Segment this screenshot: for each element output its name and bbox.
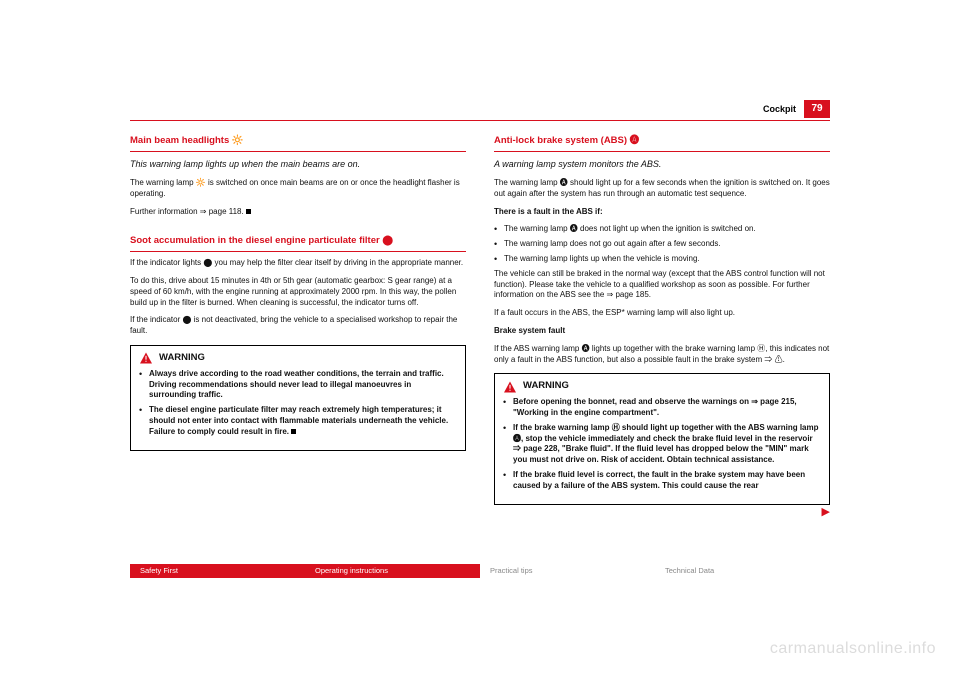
warning-bullet: • If the brake fluid level is correct, t… bbox=[503, 470, 821, 492]
warning-box: WARNING • Always drive according to the … bbox=[130, 345, 466, 451]
body-text: If a fault occurs in the ABS, the ESP* w… bbox=[494, 308, 830, 319]
body-text: To do this, drive about 15 minutes in 4t… bbox=[130, 276, 466, 308]
warning-text: Always drive according to the road weath… bbox=[149, 369, 457, 401]
body-text: The warning lamp 🔆 is switched on once m… bbox=[130, 178, 466, 200]
section-title: Cockpit bbox=[763, 100, 804, 118]
warning-title: WARNING bbox=[159, 352, 205, 365]
list-item: • The warning lamp does not go out again… bbox=[494, 239, 830, 250]
text: Further information ⇒ page 118. bbox=[130, 207, 244, 216]
page-header: Cockpit 79 bbox=[130, 100, 830, 118]
list-text: The warning lamp 🅐 does not light up whe… bbox=[504, 224, 830, 235]
bullet-icon: • bbox=[494, 239, 504, 250]
warning-header: WARNING bbox=[503, 380, 821, 393]
warning-bullet: • Before opening the bonnet, read and ob… bbox=[503, 397, 821, 419]
warning-text: Before opening the bonnet, read and obse… bbox=[513, 397, 821, 419]
body-text: Further information ⇒ page 118. bbox=[130, 207, 466, 218]
footer-tab-safety: Safety First bbox=[130, 564, 305, 578]
bullet-icon: • bbox=[139, 369, 149, 401]
footer-tab-technical: Technical Data bbox=[655, 564, 830, 578]
body-text: The vehicle can still be braked in the n… bbox=[494, 269, 830, 301]
warning-text: The diesel engine particulate filter may… bbox=[149, 405, 457, 437]
list-item: • The warning lamp 🅐 does not light up w… bbox=[494, 224, 830, 235]
bullet-icon: • bbox=[494, 224, 504, 235]
heading-main-beam: Main beam headlights 🔆 bbox=[130, 135, 466, 152]
footer-tab-practical: Practical tips bbox=[480, 564, 655, 578]
end-mark-icon bbox=[291, 429, 296, 434]
subheading: Brake system fault bbox=[494, 326, 830, 337]
manual-page: Cockpit 79 Main beam headlights 🔆 This w… bbox=[130, 100, 830, 578]
watermark: carmanualsonline.info bbox=[770, 640, 936, 658]
page-number: 79 bbox=[804, 100, 830, 118]
list-item: • The warning lamp lights up when the ve… bbox=[494, 254, 830, 265]
warning-text: If the brake warning lamp Ⓗ should light… bbox=[513, 423, 821, 466]
warning-bullet: • If the brake warning lamp Ⓗ should lig… bbox=[503, 423, 821, 466]
warning-box: WARNING • Before opening the bonnet, rea… bbox=[494, 373, 830, 504]
continuation-arrow-icon: ▶ bbox=[494, 505, 830, 520]
end-mark-icon bbox=[246, 209, 251, 214]
bullet-icon: • bbox=[503, 423, 513, 466]
bullet-icon: • bbox=[494, 254, 504, 265]
text: The diesel engine particulate filter may… bbox=[149, 405, 448, 436]
list-text: The warning lamp does not go out again a… bbox=[504, 239, 830, 250]
body-text: If the indicator lights ⬤ you may help t… bbox=[130, 258, 466, 269]
warning-text: If the brake fluid level is correct, the… bbox=[513, 470, 821, 492]
heading-soot: Soot accumulation in the diesel engine p… bbox=[130, 235, 466, 252]
header-rule bbox=[130, 120, 830, 121]
lead-main-beam: This warning lamp lights up when the mai… bbox=[130, 158, 466, 170]
footer-tabs: Safety First Operating instructions Prac… bbox=[130, 564, 830, 578]
bullet-icon: • bbox=[503, 397, 513, 419]
left-column: Main beam headlights 🔆 This warning lamp… bbox=[130, 135, 466, 519]
footer-tab-operating: Operating instructions bbox=[305, 564, 480, 578]
warning-header: WARNING bbox=[139, 352, 457, 365]
bullet-icon: • bbox=[503, 470, 513, 492]
body-text: If the ABS warning lamp 🅐 lights up toge… bbox=[494, 344, 830, 366]
bullet-icon: • bbox=[139, 405, 149, 437]
heading-abs: Anti-lock brake system (ABS) 🅐 bbox=[494, 135, 830, 152]
list-text: The warning lamp lights up when the vehi… bbox=[504, 254, 830, 265]
content-columns: Main beam headlights 🔆 This warning lamp… bbox=[130, 135, 830, 519]
warning-triangle-icon bbox=[139, 352, 153, 364]
list-heading: There is a fault in the ABS if: bbox=[494, 207, 830, 218]
body-text: The warning lamp 🅐 should light up for a… bbox=[494, 178, 830, 200]
body-text: If the indicator ⬤ is not deactivated, b… bbox=[130, 315, 466, 337]
lead-abs: A warning lamp system monitors the ABS. bbox=[494, 158, 830, 170]
warning-bullet: • The diesel engine particulate filter m… bbox=[139, 405, 457, 437]
warning-triangle-icon bbox=[503, 381, 517, 393]
warning-title: WARNING bbox=[523, 380, 569, 393]
warning-bullet: • Always drive according to the road wea… bbox=[139, 369, 457, 401]
right-column: Anti-lock brake system (ABS) 🅐 A warning… bbox=[494, 135, 830, 519]
